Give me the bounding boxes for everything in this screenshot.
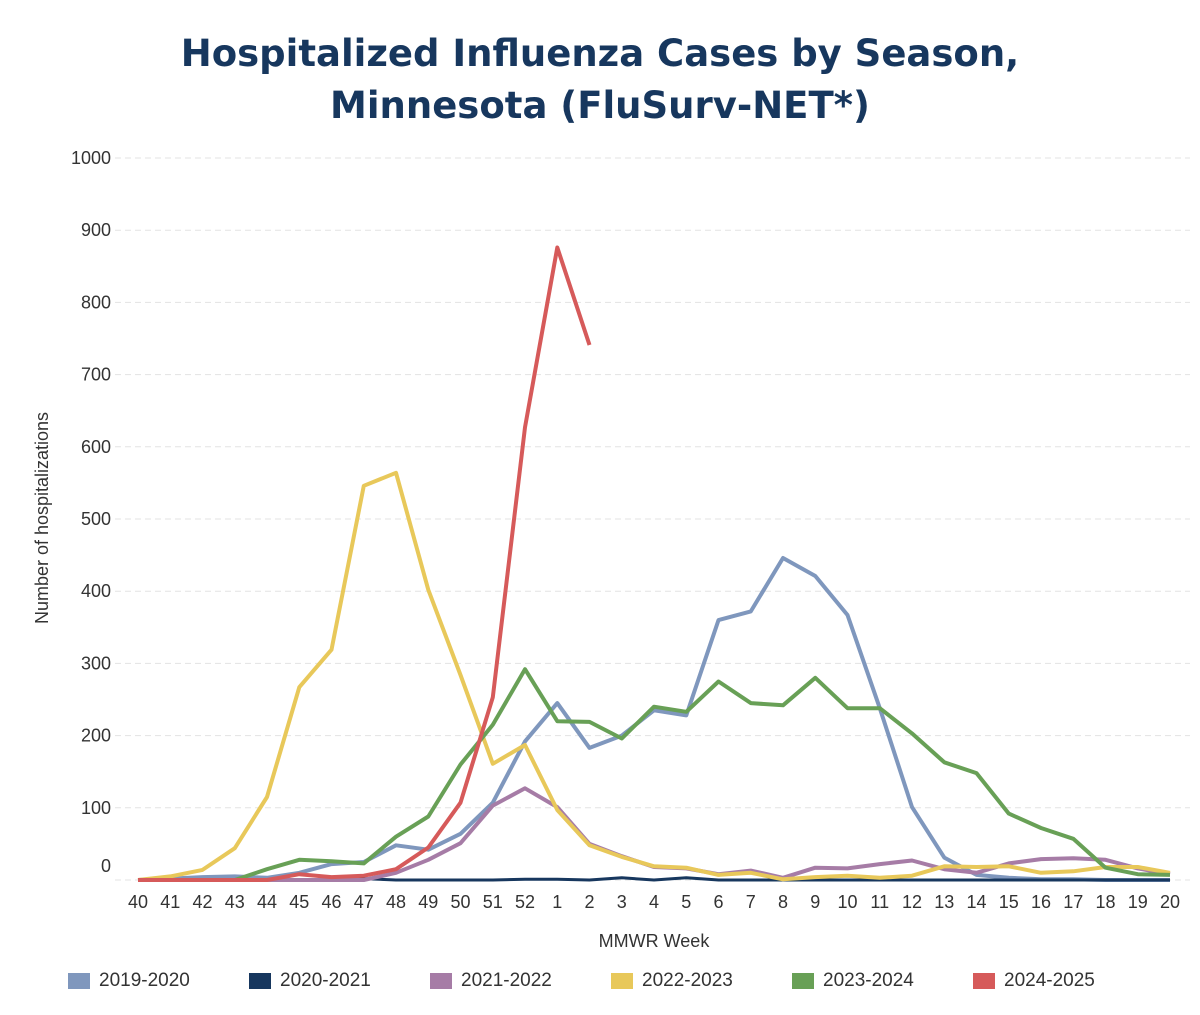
y-tick-label: 1000: [71, 148, 111, 168]
y-tick-label: 200: [81, 726, 111, 746]
legend-label: 2020-2021: [280, 970, 371, 991]
y-tick-label: 400: [81, 581, 111, 601]
series-line-2019-2020: [137, 556, 1170, 882]
x-tick-label: 49: [418, 892, 438, 912]
legend: 2019-2020 2020-2021 2021-2022 2022-2023 2023…: [68, 970, 1154, 992]
legend-swatch: [973, 973, 995, 989]
series-line-2024-2025: [138, 245, 592, 882]
chart-title: Hospitalized Influenza Cases by Season, …: [0, 28, 1200, 132]
x-tick-label: 18: [1095, 892, 1115, 912]
x-tick-label: 52: [515, 892, 535, 912]
legend-item: 2023-2024: [792, 970, 973, 992]
x-tick-label: 15: [999, 892, 1019, 912]
x-tick-label: 44: [257, 892, 277, 912]
legend-swatch: [68, 973, 90, 989]
y-tick-label: 100: [81, 798, 111, 818]
legend-label: 2023-2024: [823, 970, 914, 991]
x-tick-label: 16: [1031, 892, 1051, 912]
y-tick-label: 300: [81, 653, 111, 673]
y-tick-label: 600: [81, 437, 111, 457]
x-tick-label: 11: [870, 892, 889, 912]
legend-item: 2019-2020: [68, 970, 249, 992]
chart-title-line1: Hospitalized Influenza Cases by Season,: [180, 32, 1020, 75]
x-tick-label: 48: [386, 892, 406, 912]
x-tick-label: 7: [746, 892, 756, 912]
legend-swatch: [792, 973, 814, 989]
legend-label: 2021-2022: [461, 970, 552, 991]
y-tick-label: 500: [81, 509, 111, 529]
legend-item: 2022-2023: [611, 970, 792, 992]
x-tick-label: 9: [810, 892, 820, 912]
legend-label: 2022-2023: [642, 970, 733, 991]
x-tick-label: 19: [1128, 892, 1148, 912]
x-tick-label: 41: [160, 892, 180, 912]
y-axis-label: Number of hospitalizations: [32, 412, 52, 624]
legend-label: 2019-2020: [99, 970, 190, 991]
y-tick-label: 0: [101, 856, 111, 876]
series-line-2023-2024: [138, 667, 1171, 882]
legend-swatch: [430, 973, 452, 989]
legend-item: 2021-2022: [430, 970, 611, 992]
x-tick-label: 46: [321, 892, 341, 912]
chart-title-line2: Minnesota (FluSurv-NET*): [330, 84, 870, 127]
x-tick-label: 51: [483, 892, 503, 912]
series-line-2022-2023: [137, 470, 1171, 882]
x-tick-label: 40: [128, 892, 148, 912]
x-tick-label: 43: [225, 892, 245, 912]
legend-item: 2020-2021: [249, 970, 430, 992]
x-tick-label: 50: [450, 892, 470, 912]
legend-swatch: [249, 973, 271, 989]
x-tick-label: 20: [1160, 892, 1180, 912]
x-axis-label: MMWR Week: [599, 931, 711, 951]
x-tick-label: 6: [713, 892, 723, 912]
x-tick-label: 42: [192, 892, 212, 912]
x-tick-label: 8: [778, 892, 788, 912]
x-tick-label: 47: [354, 892, 374, 912]
x-tick-label: 10: [837, 892, 857, 912]
x-tick-label: 4: [649, 892, 659, 912]
legend-item: 2024-2025: [973, 970, 1154, 992]
x-tick-label: 12: [902, 892, 922, 912]
y-tick-label: 900: [81, 220, 111, 240]
x-tick-label: 14: [966, 892, 986, 912]
x-tick-label: 1: [552, 892, 562, 912]
legend-label: 2024-2025: [1004, 970, 1095, 991]
x-tick-label: 5: [681, 892, 691, 912]
y-tick-label: 800: [81, 292, 111, 312]
x-tick-label: 17: [1063, 892, 1083, 912]
x-tick-label: 3: [617, 892, 627, 912]
y-tick-label: 700: [81, 365, 111, 385]
legend-swatch: [611, 973, 633, 989]
x-tick-label: 13: [934, 892, 954, 912]
x-tick-label: 45: [289, 892, 309, 912]
x-tick-label: 2: [584, 892, 594, 912]
